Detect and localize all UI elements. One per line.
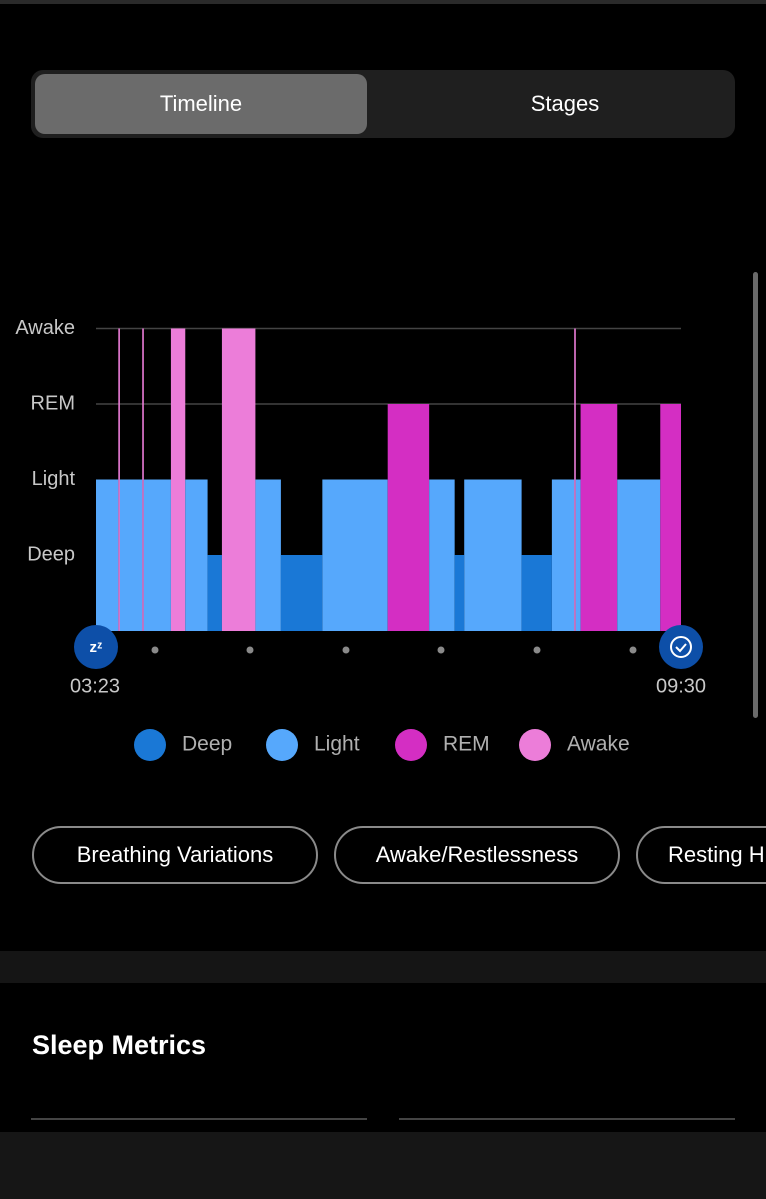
stage-bar bbox=[322, 479, 388, 631]
stage-bar bbox=[660, 404, 681, 631]
stage-bar bbox=[221, 328, 256, 631]
top-bar bbox=[0, 0, 766, 4]
stage-bar bbox=[574, 328, 576, 631]
legend-label: REM bbox=[443, 733, 490, 756]
stage-bar bbox=[387, 404, 430, 631]
stage-bar bbox=[255, 479, 281, 631]
axis-dot bbox=[533, 646, 541, 654]
scrollbar bbox=[753, 272, 758, 718]
axis-dot bbox=[342, 646, 350, 654]
y-label: Awake bbox=[15, 317, 75, 339]
start-time: 03:23 bbox=[70, 675, 120, 697]
stage-bar bbox=[185, 479, 208, 631]
axis-dot bbox=[437, 646, 445, 654]
axis-dot bbox=[246, 646, 254, 654]
separator bbox=[31, 1118, 367, 1120]
stage-bar bbox=[575, 479, 581, 631]
chip[interactable]: Awake/Restlessness bbox=[334, 826, 620, 884]
section-title: Sleep Metrics bbox=[32, 1030, 207, 1060]
stage-bar bbox=[142, 328, 144, 631]
stage-bar bbox=[119, 479, 143, 631]
stage-bar bbox=[551, 479, 575, 631]
stage-bar bbox=[454, 555, 465, 631]
stage-bar bbox=[143, 479, 171, 631]
footer-area bbox=[0, 1132, 766, 1199]
legend-swatch bbox=[134, 729, 166, 761]
legend-swatch bbox=[395, 729, 427, 761]
chip[interactable]: Breathing Variations bbox=[32, 826, 318, 884]
legend-label: Light bbox=[314, 733, 360, 756]
stage-bar bbox=[464, 479, 522, 631]
end-icon-check bbox=[675, 643, 687, 653]
chip[interactable]: Resting H bbox=[636, 826, 766, 884]
stage-bar bbox=[170, 328, 186, 631]
legend-label: Awake bbox=[567, 733, 630, 756]
axis-dot bbox=[629, 646, 637, 654]
stage-bar bbox=[617, 479, 661, 631]
stage-bar bbox=[118, 328, 120, 631]
y-label: Light bbox=[32, 468, 76, 490]
stage-bar bbox=[429, 479, 455, 631]
stage-bar bbox=[280, 555, 323, 631]
stage-bar bbox=[96, 479, 119, 631]
end-time: 09:30 bbox=[656, 675, 706, 697]
legend-swatch bbox=[519, 729, 551, 761]
chart: Deep Light REM Awake zᶻ 03:23 09:30 Deep Light RE… bbox=[15, 272, 758, 761]
tab-bar: Timeline Stages bbox=[31, 70, 735, 138]
separator bbox=[399, 1118, 735, 1120]
y-label: Deep bbox=[27, 543, 75, 565]
stage-bar bbox=[580, 404, 618, 631]
y-label: REM bbox=[31, 392, 75, 414]
start-icon bbox=[74, 625, 118, 669]
tab[interactable]: Stages bbox=[530, 91, 600, 116]
tab-active[interactable]: Timeline bbox=[35, 74, 367, 134]
stage-bar bbox=[521, 555, 552, 631]
legend-swatch bbox=[266, 729, 298, 761]
end-icon-clock bbox=[670, 636, 692, 658]
legend-label: Deep bbox=[182, 733, 232, 756]
axis-dot bbox=[151, 646, 159, 654]
start-icon-glyph: zᶻ bbox=[90, 639, 103, 656]
stage-bar bbox=[207, 555, 222, 631]
divider bbox=[0, 951, 766, 983]
end-icon bbox=[659, 625, 703, 669]
